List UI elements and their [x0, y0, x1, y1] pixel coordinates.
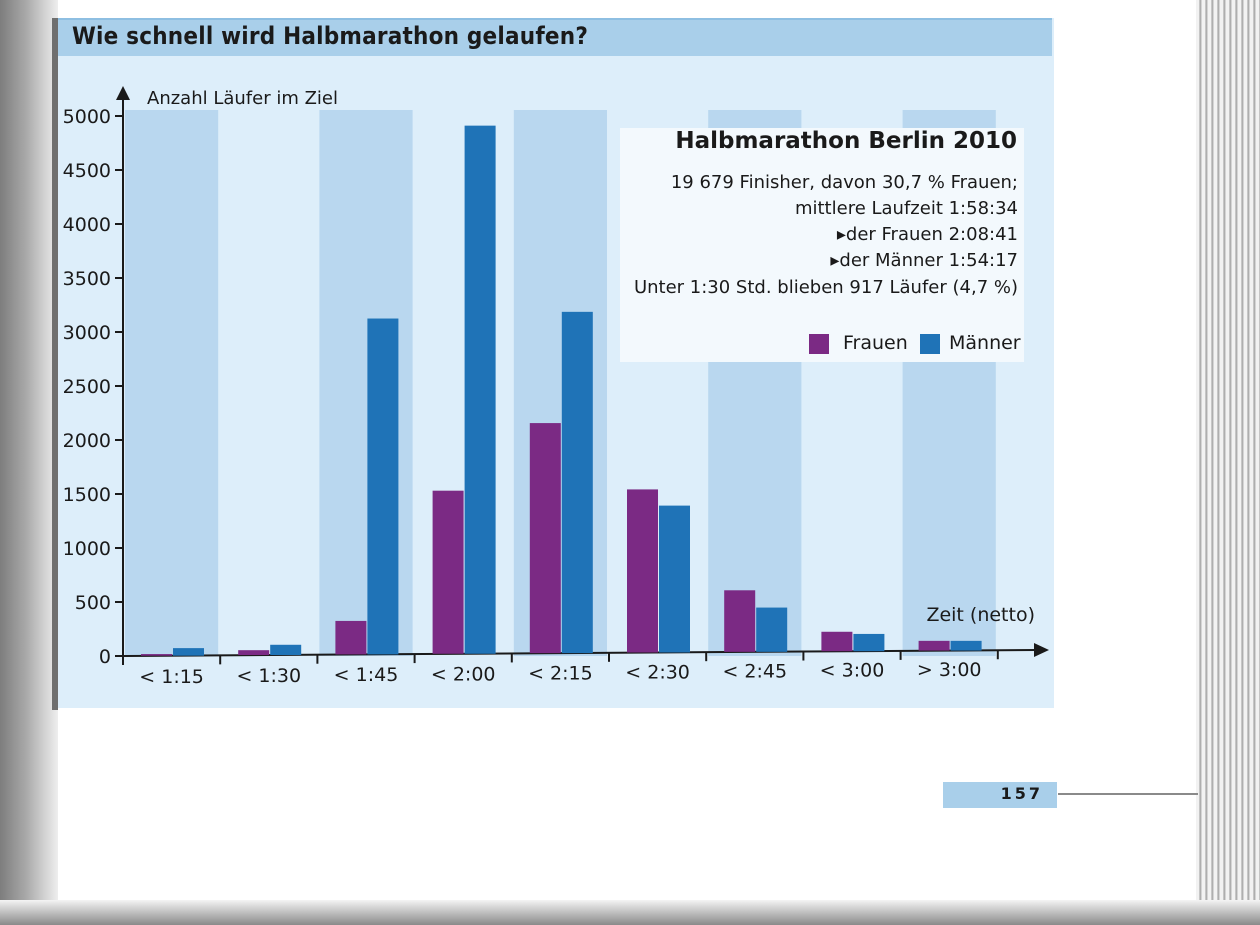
bar-frauen: [627, 489, 658, 653]
bar-frauen: [821, 631, 853, 652]
x-tick-label: < 2:15: [528, 662, 593, 684]
triangle-bullet-icon: ▸: [836, 224, 846, 245]
panel-left-rule: [52, 18, 58, 710]
info-line-under-130: Unter 1:30 Std. blieben 917 Läufer (4,7 …: [633, 277, 1018, 298]
bar-frauen: [918, 640, 950, 651]
bar-frauen: [724, 590, 756, 652]
bar-frauen: [432, 490, 464, 654]
x-tick-label: < 2:45: [722, 661, 787, 683]
y-tick-label: 4500: [63, 160, 111, 182]
x-tick-label: < 2:00: [431, 663, 496, 685]
y-axis-arrow-icon: [116, 86, 130, 100]
bar-maenner: [659, 505, 690, 653]
bar-maenner: [173, 648, 204, 656]
scan-left-gutter: [0, 0, 58, 925]
bar-frauen: [529, 423, 561, 654]
bar-maenner: [464, 125, 496, 654]
bar-frauen: [238, 650, 270, 656]
info-line-mean-time: mittlere Laufzeit 1:58:34: [794, 198, 1018, 219]
bar-frauen: [141, 654, 172, 656]
y-tick-label: 5000: [63, 106, 111, 128]
info-box: [620, 128, 1024, 362]
info-line-women-time: ▸der Frauen 2:08:41: [836, 224, 1018, 245]
bar-maenner: [756, 607, 788, 652]
x-axis-label: Zeit (netto): [926, 604, 1035, 626]
x-tick-label: < 1:30: [236, 665, 301, 687]
y-tick-label: 1500: [63, 484, 111, 506]
bar-maenner: [853, 633, 885, 652]
x-axis-arrow-icon: [1034, 643, 1049, 657]
category-band: [125, 110, 219, 656]
bar-frauen: [335, 620, 367, 655]
y-tick-label: 3000: [63, 322, 111, 344]
y-tick-label: 2500: [63, 376, 111, 398]
x-tick-label: < 2:30: [625, 662, 690, 684]
y-tick-label: 4000: [63, 214, 111, 236]
page-number-box: [943, 782, 1057, 808]
bar-maenner: [561, 311, 593, 654]
y-tick-label: 500: [75, 592, 111, 614]
page-number: 157: [1000, 784, 1043, 803]
x-tick-label: < 3:00: [820, 660, 885, 682]
scan-bottom-edge: [0, 900, 1260, 925]
triangle-bullet-icon: ▸: [830, 250, 840, 271]
heading-bar: [58, 18, 1052, 56]
legend-label-frauen: Frauen: [843, 332, 908, 354]
scan-page-edges: [1196, 0, 1260, 925]
y-tick-label: 2000: [63, 430, 111, 452]
y-tick-label: 1000: [63, 538, 111, 560]
y-tick-label: 0: [99, 646, 111, 668]
legend-swatch-frauen: [809, 334, 829, 354]
info-line-finisher: 19 679 Finisher, davon 30,7 % Frauen;: [670, 172, 1018, 193]
y-axis-label: Anzahl Läufer im Ziel: [147, 88, 338, 109]
x-tick-label: < 1:45: [334, 664, 399, 686]
x-tick-label: < 1:15: [139, 666, 204, 688]
category-band: [319, 110, 413, 656]
info-line-men-time: ▸der Männer 1:54:17: [830, 250, 1018, 271]
x-tick-label: > 3:00: [917, 659, 982, 681]
info-title: Halbmarathon Berlin 2010: [675, 128, 1017, 154]
y-tick-label: 3500: [63, 268, 111, 290]
bar-maenner: [950, 640, 982, 651]
legend-swatch-maenner: [920, 334, 940, 354]
legend-label-maenner: Männer: [949, 332, 1021, 354]
page-rule: [1058, 793, 1198, 795]
bar-maenner: [270, 644, 302, 656]
bar-maenner: [367, 318, 399, 655]
page-heading: Wie schnell wird Halbmarathon gelaufen?: [72, 22, 589, 50]
